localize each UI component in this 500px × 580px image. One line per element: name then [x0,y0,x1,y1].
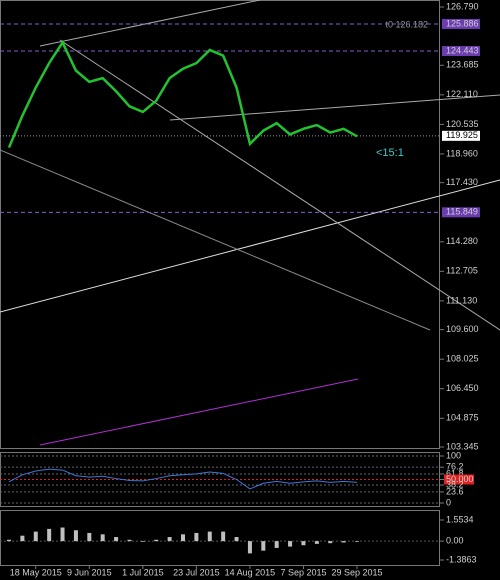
x-tick-label: 29 Sep 2015 [331,567,382,577]
y-tick-label: 117.430 [446,177,478,187]
data-line [8,468,358,490]
y-tick-label: 109.600 [446,324,479,334]
current-price-label: 119.925 [446,130,478,140]
y-tick-label: 118.960 [446,148,478,158]
bar [140,541,145,542]
bar [20,535,25,542]
trend-line [0,149,431,331]
bar [221,531,226,542]
y-tick-label: 0.00 [446,536,464,546]
macd-frame [0,510,440,566]
trend-line [39,378,359,446]
x-tick-label: 23 Jul 2015 [173,567,220,577]
y-tick-label: 126.790 [446,1,479,11]
bar [154,539,159,542]
level-label-bg [444,474,474,485]
bar [127,539,132,542]
level-label: 124.443 [446,45,479,55]
x-tick-label: 1 Jul 2015 [122,567,164,577]
bar [47,528,52,542]
level-label-bg [442,46,480,57]
x-tick-label: 14 Aug 2015 [225,567,276,577]
y-tick-label: 1.5534 [446,514,474,524]
level-label: 125.886 [446,18,479,28]
bar [301,541,306,546]
y-tick-label: 100 [446,450,461,460]
trend-line [169,94,500,121]
y-tick-label: 123.685 [446,60,479,70]
y-tick-label: 120.535 [446,119,479,129]
bar [247,541,252,554]
bar [33,531,38,542]
level-label-bg [442,207,480,218]
bar [314,541,319,544]
y-tick-label: 61.8 [446,468,464,478]
y-tick-label: 50.000 [446,474,474,484]
y-tick-label: 111.130 [446,295,477,305]
bar [73,530,78,542]
bar [60,527,65,542]
level-label: 115.849 [446,207,478,217]
y-tick-label: 23.6 [446,486,464,496]
y-tick-label: 108.025 [446,354,479,364]
y-tick-label: 122.110 [446,89,478,99]
trend-lines [0,0,500,446]
bar [341,541,346,543]
y-tick-label: 106.450 [446,383,479,393]
bar [100,534,105,542]
bar [7,539,11,542]
y-tick-label: 38.2 [446,479,464,489]
bar [114,537,119,542]
trend-line [39,0,261,47]
bar [261,541,266,551]
bar [328,541,333,544]
x-tick-label: 7 Sep 2015 [280,567,326,577]
bar [274,541,279,548]
bar [181,534,185,542]
level-label-bg [442,18,480,29]
current-price-bg [442,130,480,141]
y-tick-label: 103.345 [446,441,479,451]
bar [355,541,359,542]
y-tick-label: 114.280 [446,236,478,246]
bar [288,541,293,547]
x-tick-label: 18 May 2015 [10,567,62,577]
y-tick-label: 112.705 [446,266,478,276]
main-frame [0,0,440,449]
bar [167,537,172,542]
bar [194,532,199,542]
x-tick-label: 9 Jun 2015 [67,567,112,577]
annotation: <15:1 [376,147,404,159]
trend-line [59,39,500,331]
y-tick-label: -1.3863 [446,554,477,564]
bar [234,537,239,542]
bar [87,532,92,542]
data-line [7,39,358,149]
y-tick-label: 104.875 [446,413,479,423]
bar [207,531,212,542]
trend-line [0,179,500,313]
y-tick-label: 76.2 [446,462,464,472]
y-tick-label: 0 [446,497,451,507]
